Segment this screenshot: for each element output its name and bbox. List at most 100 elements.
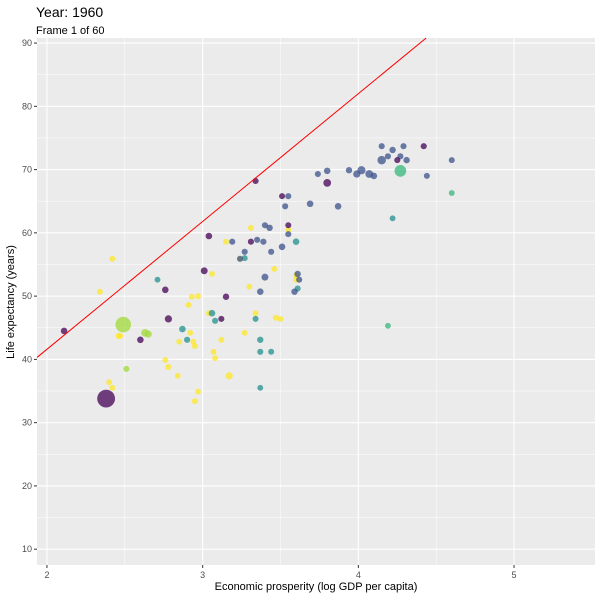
data-point <box>208 309 216 317</box>
data-point <box>261 273 269 281</box>
data-point <box>285 222 292 229</box>
data-point <box>241 248 248 255</box>
data-point <box>154 276 161 283</box>
data-point <box>223 238 229 245</box>
data-point <box>448 190 455 196</box>
data-point <box>123 365 130 372</box>
data-point <box>378 143 385 150</box>
data-point <box>190 338 197 345</box>
data-point <box>377 155 386 165</box>
x-tick-label: 4 <box>356 570 361 580</box>
data-point <box>272 314 279 321</box>
data-point <box>188 293 195 300</box>
data-point <box>261 222 268 229</box>
data-point <box>229 238 236 245</box>
data-point <box>200 267 208 275</box>
data-point <box>257 336 264 343</box>
data-point <box>254 236 261 243</box>
data-point <box>162 357 169 363</box>
data-point <box>174 372 181 379</box>
data-point <box>205 232 213 240</box>
data-point <box>241 255 248 262</box>
data-point <box>241 329 248 336</box>
data-point <box>306 200 314 208</box>
data-point <box>96 288 103 295</box>
data-point <box>179 325 186 333</box>
data-point <box>268 348 275 355</box>
data-point <box>252 310 259 317</box>
data-point <box>278 243 286 251</box>
data-point <box>106 379 113 386</box>
y-tick-label: 60 <box>22 228 32 238</box>
data-point <box>222 293 230 300</box>
data-point <box>165 363 172 371</box>
data-point <box>164 315 173 323</box>
data-point <box>256 288 264 295</box>
data-point <box>115 316 132 333</box>
data-point <box>389 146 396 154</box>
data-point <box>109 384 116 391</box>
reference-line <box>36 37 427 358</box>
y-tick-label: 70 <box>22 165 32 175</box>
data-point <box>394 165 407 177</box>
data-point <box>212 317 219 324</box>
data-point <box>420 143 427 150</box>
data-point <box>257 384 264 391</box>
data-point <box>357 166 366 175</box>
data-point <box>277 315 284 322</box>
data-point <box>296 276 303 283</box>
data-point <box>268 248 275 255</box>
data-point <box>314 170 321 178</box>
data-point <box>389 215 396 222</box>
x-tick-label: 3 <box>200 570 205 580</box>
data-point <box>400 143 407 150</box>
data-point <box>184 336 191 343</box>
data-point <box>334 202 342 210</box>
data-point <box>195 293 201 300</box>
data-point <box>345 167 353 174</box>
data-point <box>423 172 430 179</box>
data-point <box>403 156 410 164</box>
data-point <box>323 179 332 187</box>
y-tick-label: 10 <box>22 544 32 554</box>
chart-subtitle: Frame 1 of 60 <box>36 25 104 37</box>
data-point <box>246 283 253 290</box>
data-point <box>185 302 192 308</box>
data-point <box>271 265 278 272</box>
data-point <box>285 231 292 238</box>
data-point <box>266 224 273 232</box>
data-point <box>384 322 391 329</box>
data-point <box>97 389 116 408</box>
data-point <box>60 327 68 335</box>
data-point <box>218 315 225 322</box>
data-point <box>195 388 201 395</box>
plot-panel <box>37 38 595 565</box>
data-point <box>282 203 289 210</box>
data-point <box>285 226 292 233</box>
data-point <box>394 157 401 164</box>
data-point <box>384 153 391 160</box>
data-point <box>117 333 124 339</box>
data-point <box>210 348 217 355</box>
y-axis-label: Life expectancy (years) <box>5 245 17 359</box>
data-point <box>218 336 225 343</box>
data-point <box>323 167 331 175</box>
data-point <box>448 157 455 164</box>
y-tick-label: 50 <box>22 291 32 301</box>
data-point <box>137 336 144 344</box>
data-point <box>109 255 116 262</box>
y-tick-label: 40 <box>22 354 32 364</box>
data-point <box>247 238 254 245</box>
x-tick-label: 5 <box>512 570 517 580</box>
data-point <box>191 343 198 350</box>
x-tick-label: 2 <box>44 570 49 580</box>
data-point <box>252 315 259 322</box>
data-point <box>279 193 286 200</box>
data-point <box>144 330 152 338</box>
data-point <box>209 271 215 277</box>
data-point <box>294 270 301 278</box>
data-point <box>236 255 244 262</box>
data-point <box>212 355 219 362</box>
data-point <box>370 172 378 180</box>
data-point <box>252 177 259 185</box>
